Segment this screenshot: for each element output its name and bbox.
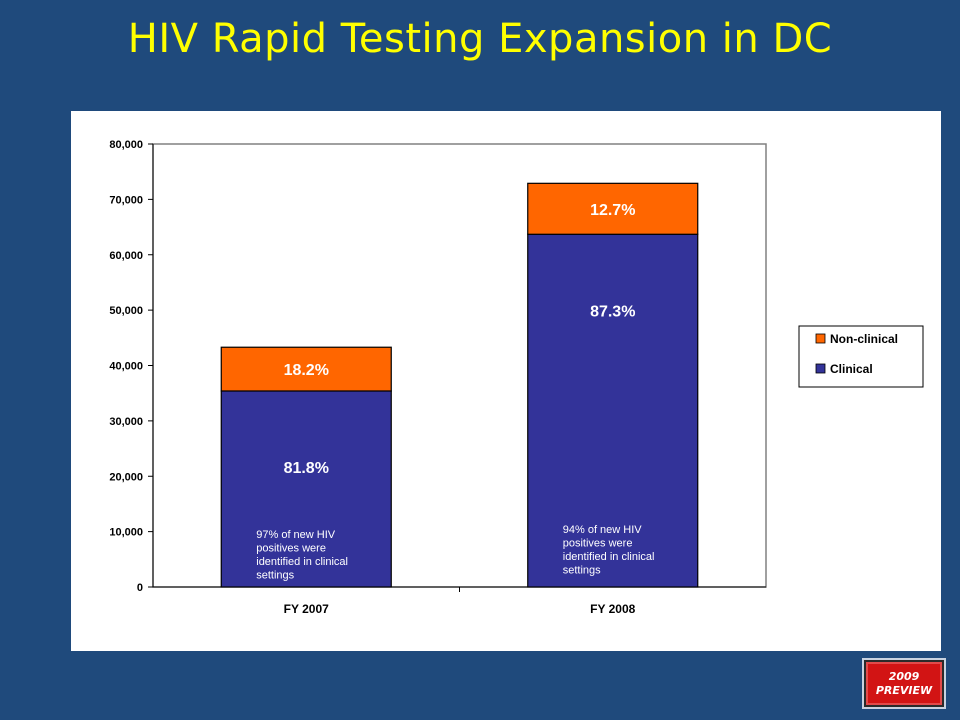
bar-annotation: 97% of new HIV positives were identified i… xyxy=(256,529,348,582)
y-tick-label: 30,000 xyxy=(109,416,143,428)
annotation-line: settings xyxy=(563,565,601,577)
legend-swatch xyxy=(815,363,826,374)
data-label: 12.7% xyxy=(590,202,635,219)
annotation-line: settings xyxy=(256,570,294,582)
x-tick-label: FY 2008 xyxy=(590,602,635,616)
badge-label: PREVIEW xyxy=(875,684,933,697)
legend-swatch xyxy=(815,333,826,344)
x-tick-label: FY 2007 xyxy=(284,602,329,616)
annotation-line: 97% of new HIV xyxy=(256,529,336,541)
bar-clinical xyxy=(220,390,392,588)
y-tick-label: 60,000 xyxy=(109,250,143,262)
annotation-line: 94% of new HIV xyxy=(563,524,643,536)
annotation-line: positives were xyxy=(563,538,633,550)
y-tick-label: 10,000 xyxy=(109,527,143,539)
badge-year: 2009 xyxy=(888,670,920,683)
stacked-bar-chart: 0 10,000 20,000 30,000 40,000 50,000 60,000 70,… xyxy=(109,139,924,616)
y-tick-label: 0 xyxy=(137,582,143,594)
data-label: 87.3% xyxy=(590,303,635,320)
y-tick-label: 70,000 xyxy=(109,194,143,206)
data-label: 18.2% xyxy=(284,362,329,379)
chart-panel: 0 10,000 20,000 30,000 40,000 50,000 60,000 70,… xyxy=(71,111,941,651)
legend-label: Non-clinical xyxy=(830,332,898,346)
bar-annotation: 94% of new HIV positives were identified i… xyxy=(563,524,655,577)
annotation-line: identified in clinical xyxy=(563,551,655,563)
legend-label: Clinical xyxy=(830,362,873,376)
annotation-line: positives were xyxy=(256,543,326,555)
y-tick-label: 50,000 xyxy=(109,305,143,317)
annotation-line: identified in clinical xyxy=(256,556,348,568)
y-tick-label: 80,000 xyxy=(109,139,143,151)
preview-badge: 2009 PREVIEW xyxy=(862,658,946,709)
slide-title: HIV Rapid Testing Expansion in DC xyxy=(127,16,833,62)
bar-non-clinical xyxy=(527,182,699,235)
y-tick-label: 20,000 xyxy=(109,471,143,483)
bar-clinical xyxy=(527,233,699,588)
data-label: 81.8% xyxy=(284,460,329,477)
y-tick-label: 40,000 xyxy=(109,361,143,373)
bar-non-clinical xyxy=(220,346,392,392)
